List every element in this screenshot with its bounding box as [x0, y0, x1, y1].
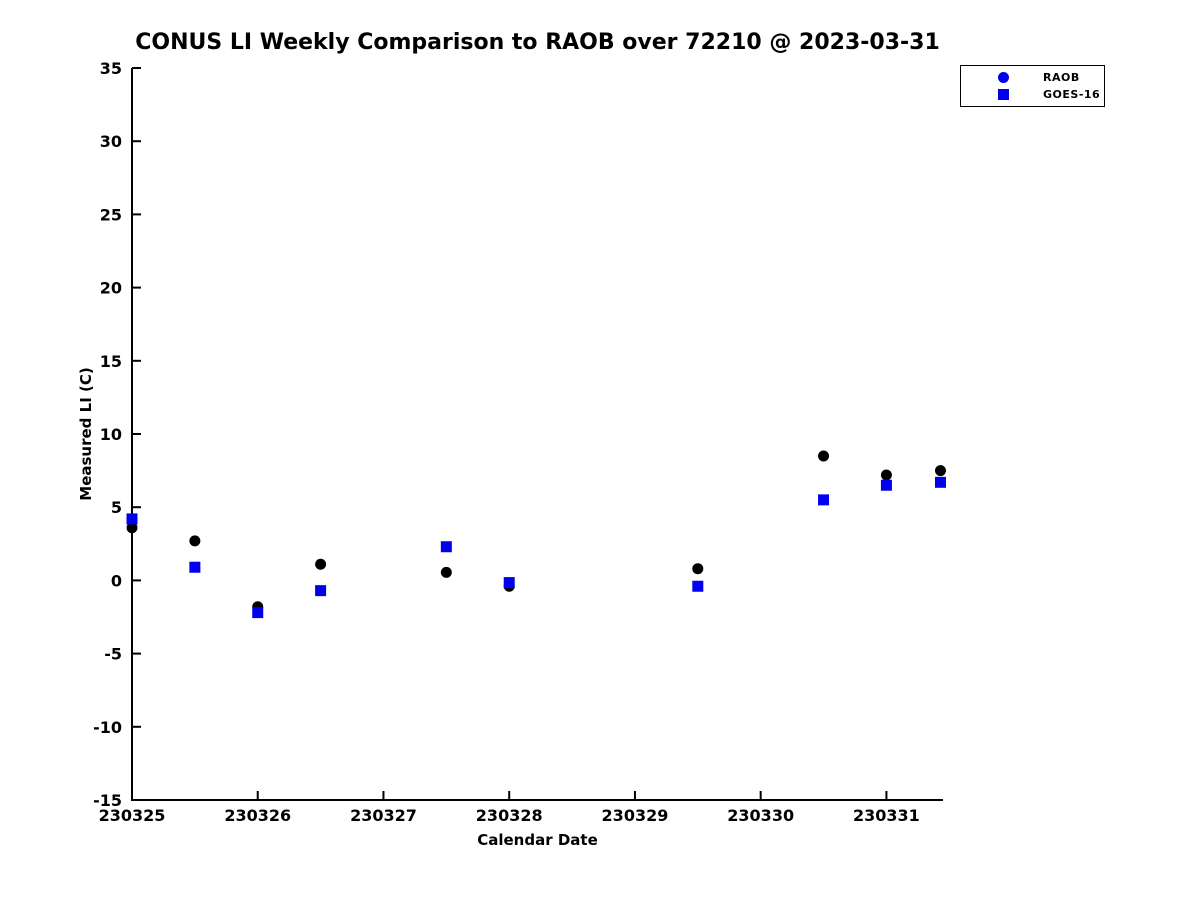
y-axis-label: Measured LI (C): [77, 367, 95, 501]
data-point-raob: [126, 522, 138, 534]
data-point-goes-16: [934, 476, 946, 488]
data-point-raob: [818, 450, 830, 462]
y-tick-label: -15: [93, 791, 122, 810]
y-tick-label: 35: [100, 59, 122, 78]
y-tick-label: 0: [111, 571, 122, 590]
x-tick-label: 230328: [476, 806, 543, 825]
legend-label-raob: RAOB: [1043, 71, 1080, 84]
y-tick-label: 10: [100, 425, 122, 444]
y-tick-label: 25: [100, 205, 122, 224]
legend-label-goes-16: GOES-16: [1043, 88, 1101, 101]
legend-item-raob: RAOB: [961, 71, 1104, 85]
legend-item-goes-16: GOES-16: [961, 88, 1104, 102]
data-point-raob: [189, 535, 201, 547]
x-axis-label: Calendar Date: [477, 831, 598, 849]
x-tick-label: 230325: [99, 806, 166, 825]
x-tick-label: 230326: [224, 806, 291, 825]
y-tick-label: 15: [100, 352, 122, 371]
data-point-goes-16: [126, 513, 138, 525]
legend: RAOB GOES-16: [960, 65, 1105, 107]
y-tick-label: 30: [100, 132, 122, 151]
data-point-raob: [934, 465, 946, 477]
goes-16-square-marker-icon: [998, 89, 1009, 100]
y-tick-label: -5: [104, 645, 122, 664]
data-point-raob: [440, 566, 452, 578]
y-tick-label: 20: [100, 279, 122, 298]
data-point-goes-16: [189, 561, 201, 573]
data-point-raob: [692, 563, 704, 575]
x-tick-label: 230331: [853, 806, 920, 825]
data-point-goes-16: [503, 577, 515, 589]
y-tick-label: 5: [111, 498, 122, 517]
x-tick-label: 230329: [602, 806, 669, 825]
data-point-goes-16: [252, 607, 264, 619]
chart-title: CONUS LI Weekly Comparison to RAOB over …: [135, 30, 940, 55]
data-point-raob: [315, 558, 327, 570]
data-point-goes-16: [880, 479, 892, 491]
y-tick-label: -10: [93, 718, 122, 737]
data-point-goes-16: [692, 580, 704, 592]
raob-circle-marker-icon: [998, 72, 1009, 83]
x-tick-label: 230327: [350, 806, 417, 825]
data-point-goes-16: [315, 585, 327, 597]
data-point-goes-16: [818, 494, 830, 506]
data-point-raob: [880, 469, 892, 481]
x-tick-label: 230330: [727, 806, 794, 825]
data-point-goes-16: [440, 541, 452, 553]
